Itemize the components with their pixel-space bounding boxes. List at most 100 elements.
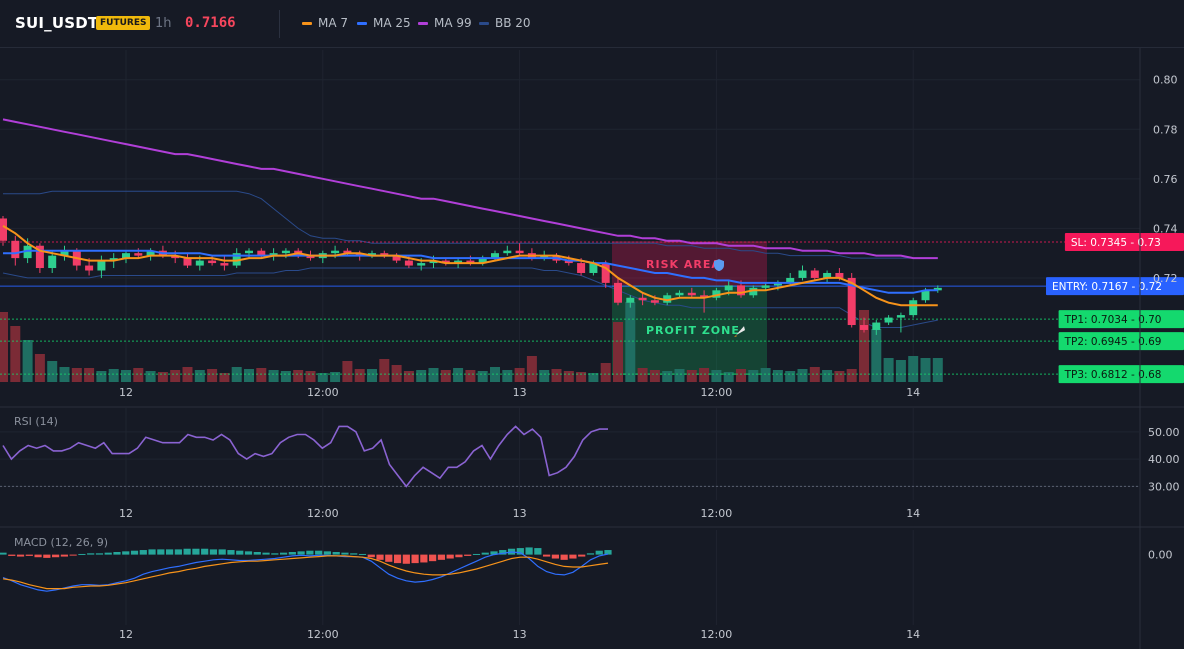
volume-bar [342, 361, 353, 382]
candle-body [85, 265, 94, 271]
macd-histogram-bar [34, 554, 42, 558]
macd-histogram-bar [43, 554, 51, 558]
macd-histogram-bar [288, 552, 296, 555]
legend-ma99[interactable]: MA 99 [418, 16, 472, 30]
macd-histogram-bar [157, 549, 165, 555]
candle-body [306, 255, 315, 259]
macd-histogram-bar [174, 549, 182, 555]
macd-histogram-bar [113, 552, 121, 555]
macd-histogram-bar [52, 554, 60, 558]
macd-histogram-bar [192, 548, 200, 555]
moving-averages [2, 118, 938, 307]
volume-bar [428, 368, 439, 382]
legend-bb20[interactable]: BB 20 [479, 16, 531, 30]
macd-histogram-bar [332, 552, 340, 555]
macd-histogram-bar [586, 553, 595, 555]
legend-label-ma7: MA 7 [318, 16, 349, 30]
trade-zones: RISK AREA PROFIT ZONE [612, 241, 767, 375]
price-levels [0, 241, 1140, 375]
chart-header: SUI_USDT FUTURES 1h 0.7166 MA 7 MA 25 MA… [0, 0, 1184, 48]
legend-ma25[interactable]: MA 25 [357, 16, 411, 30]
grid-lines [0, 50, 1140, 625]
x-tick-label: 12:00 [307, 628, 339, 641]
candle-body [97, 260, 106, 271]
symbol-name[interactable]: SUI_USDT [15, 14, 99, 32]
volume-bar [47, 361, 58, 382]
candle-body [909, 300, 918, 316]
candle-body [503, 250, 512, 254]
volume-bar [502, 370, 513, 382]
x-tick-label: 12:00 [701, 386, 733, 399]
macd-histogram-bar [516, 548, 524, 555]
risk-zone [612, 242, 767, 287]
bollinger-bands [2, 190, 938, 328]
candle-body [810, 270, 819, 278]
macd-tick-label: 0.00 [1148, 549, 1173, 562]
level-tag-text: ENTRY: 0.7167 - 0.72 [1052, 281, 1162, 293]
macd-histogram-bar [367, 554, 375, 558]
chart-area[interactable]: RISK AREA PROFIT ZONE SL: 0.7345 - 0.73 EN… [0, 48, 1184, 649]
candle-body [466, 260, 475, 264]
rsi-tick-label: 50.00 [1148, 426, 1180, 439]
macd-histogram-bar [543, 554, 551, 557]
volume-bar [268, 370, 279, 382]
volume-bar [649, 370, 660, 382]
legend-label-ma99: MA 99 [434, 16, 472, 30]
macd-histogram-bar [16, 554, 25, 557]
candle-body [896, 315, 905, 318]
macd-histogram-bar [437, 554, 446, 560]
x-tick-label: 12 [119, 507, 133, 520]
macd-panel: MACD (12, 26, 9) 0.00 [0, 536, 1173, 592]
candle-body [208, 260, 217, 264]
macd-histogram-bar [25, 554, 33, 556]
x-tick-label: 12 [119, 386, 133, 399]
volume-bar [244, 369, 254, 382]
timeframe-selector[interactable]: 1h [155, 16, 172, 31]
legend-swatch-ma99 [418, 21, 428, 25]
candle-body [724, 285, 733, 291]
macd-histogram-bar [104, 552, 112, 555]
candle-body [441, 260, 450, 264]
volume-bar [194, 370, 205, 382]
macd-histogram-bar [130, 550, 139, 555]
candle-body [331, 250, 340, 254]
volume-bar [108, 369, 119, 382]
futures-badge: FUTURES [96, 16, 151, 30]
signal-line [2, 555, 609, 590]
volume-bar [256, 368, 267, 382]
volume-bar [920, 358, 931, 382]
macd-histogram-bar [534, 548, 542, 555]
level-tag-tp [1058, 332, 1184, 351]
macd-histogram-bar [209, 549, 218, 555]
legend-ma7[interactable]: MA 7 [302, 16, 348, 30]
candle-body [921, 290, 930, 301]
shield-icon [714, 259, 724, 272]
macd-histogram-bar [551, 554, 559, 559]
candle-body [933, 287, 942, 291]
macd-histogram-bar [429, 554, 437, 562]
candle-body [195, 260, 204, 266]
candle-body [109, 258, 118, 261]
macd-histogram-bar [297, 551, 305, 555]
x-tick-label: 13 [513, 386, 527, 399]
candle-body [220, 263, 229, 266]
candle-body [429, 260, 438, 264]
candle-body [786, 277, 795, 283]
level-tag-text: TP3: 0.6812 - 0.68 [1064, 369, 1162, 381]
candle-body [700, 295, 709, 298]
y-tick-label: 0.74 [1153, 222, 1178, 235]
x-tick-label: 13 [513, 507, 527, 520]
x-tick-label: 14 [906, 507, 920, 520]
volume-bar [883, 358, 894, 382]
candle-body [380, 253, 389, 256]
volume-bar [895, 360, 906, 382]
candle-body [23, 245, 32, 259]
header-divider [279, 10, 280, 38]
volume-bar [600, 363, 611, 382]
candle-body [823, 272, 832, 278]
macd-histogram-bar [271, 553, 279, 555]
rsi-title: RSI (14) [14, 415, 58, 428]
y-tick-label: 0.80 [1153, 74, 1178, 87]
candle-body [392, 255, 401, 261]
volume-bar [207, 369, 218, 382]
